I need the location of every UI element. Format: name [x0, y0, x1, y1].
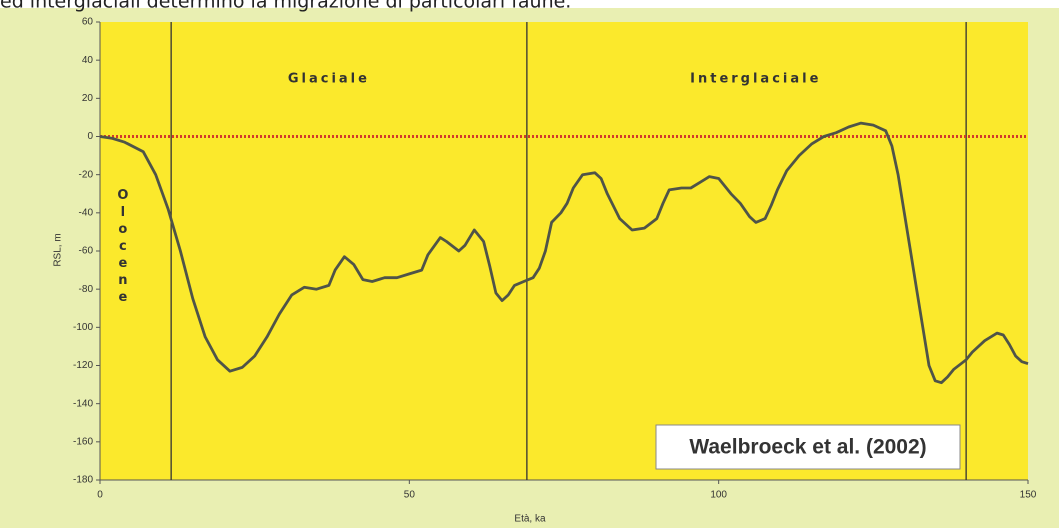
y-tick-label: 0	[87, 131, 93, 142]
rsl-line	[99, 121, 1029, 385]
y-tick-label: -20	[79, 169, 94, 180]
x-tick-label: 150	[1020, 490, 1037, 501]
y-tick-label: -140	[73, 398, 93, 409]
y-tick-label: -60	[79, 246, 94, 257]
x-tick-label: 50	[404, 490, 416, 501]
y-tick-label: -160	[73, 436, 93, 447]
y-tick-label: 20	[82, 93, 94, 104]
x-tick-label: 100	[710, 490, 727, 501]
period-label: Interglaciale	[690, 72, 821, 87]
x-axis-label: Età, ka	[514, 514, 546, 525]
y-tick-label: -80	[79, 284, 94, 295]
y-tick-label: 60	[82, 17, 94, 28]
caption: ed interglaciali determinò la migrazione…	[0, 0, 571, 13]
annotation: Waelbroeck et al. (2002)	[689, 436, 926, 459]
period-label: Olocene	[115, 188, 130, 307]
x-tick-label: 0	[97, 490, 103, 501]
plot-area	[100, 22, 1028, 480]
y-axis-label: RSL, m	[53, 233, 64, 266]
y-tick-label: -100	[73, 322, 93, 333]
y-tick-label: -120	[73, 360, 93, 371]
y-tick-label: -40	[79, 207, 94, 218]
period-label: Glaciale	[288, 72, 370, 87]
y-tick-label: 40	[82, 55, 94, 66]
annotation-box	[655, 424, 961, 470]
y-tick-label: -180	[73, 475, 93, 486]
